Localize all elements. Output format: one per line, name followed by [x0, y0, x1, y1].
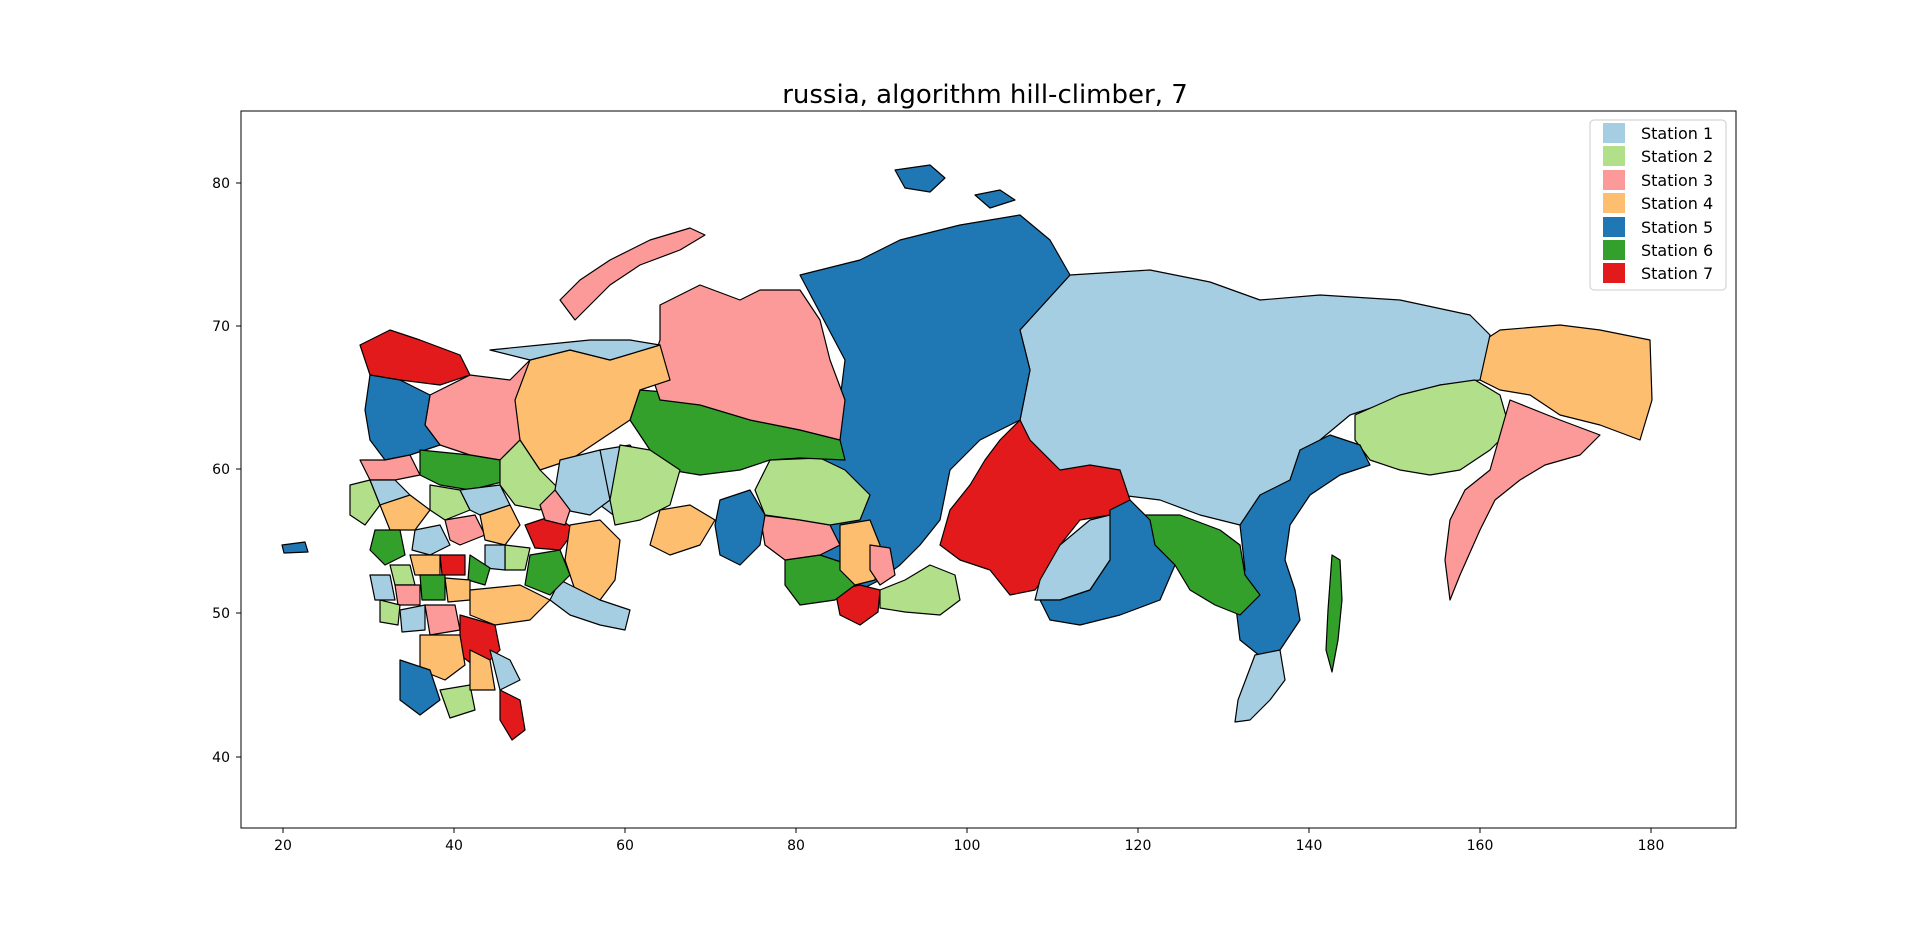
x-axis: 20 40 60 80 100 120 140 160 180 — [274, 828, 1664, 854]
region-penza — [467, 554, 491, 586]
region-udmurt — [539, 489, 571, 526]
region-kursk — [379, 599, 401, 626]
legend-swatch — [1603, 217, 1625, 237]
legend: Station 1 Station 2 Station 3 Station 4 … — [1589, 119, 1727, 291]
region-nizhny — [479, 504, 521, 546]
plot-area: 20 40 60 80 100 120 140 160 180 40 50 60… — [212, 110, 1737, 854]
region-tomsk — [754, 457, 871, 526]
legend-item: Station 2 — [1603, 146, 1713, 166]
legend-label: Station 4 — [1641, 194, 1713, 213]
x-tick-label: 80 — [787, 838, 805, 854]
region-samara — [524, 549, 571, 596]
region-altai-krai — [784, 554, 856, 606]
legend-swatch — [1603, 146, 1625, 166]
legend-item: Station 6 — [1603, 240, 1713, 260]
x-tick-label: 140 — [1296, 838, 1323, 854]
region-tyumen — [649, 504, 716, 556]
region-voronezh — [424, 604, 461, 636]
y-tick-label: 60 — [212, 462, 230, 478]
region-saratov — [469, 584, 551, 626]
region-nenets — [489, 339, 661, 361]
region-severnaya-zemlya — [974, 189, 1016, 209]
region-magadan — [1354, 379, 1511, 476]
legend-label: Station 3 — [1641, 171, 1713, 190]
region-altai — [834, 584, 881, 626]
y-tick-label: 50 — [212, 606, 230, 622]
region-sakhalin — [1325, 554, 1343, 673]
region-belgorod — [399, 604, 426, 633]
region-chelyabinsk — [609, 444, 681, 526]
region-orenburg — [549, 579, 631, 631]
region-astrakhan — [489, 649, 521, 691]
x-tick-label: 160 — [1467, 838, 1494, 854]
x-tick-label: 100 — [954, 838, 981, 854]
region-franz-islands — [894, 164, 946, 193]
region-lipetsk — [419, 574, 446, 601]
region-moscow — [411, 524, 451, 556]
region-novaya-zemlya — [559, 227, 706, 321]
x-tick-label: 60 — [616, 838, 634, 854]
region-bashkortostan — [564, 519, 621, 601]
x-tick-label: 180 — [1638, 838, 1665, 854]
region-kamchatka — [1444, 399, 1601, 601]
legend-swatch — [1603, 263, 1625, 283]
region-khakassia — [869, 544, 896, 586]
y-tick-label: 70 — [212, 319, 230, 335]
legend-label: Station 2 — [1641, 147, 1713, 166]
y-axis: 40 50 60 70 80 — [212, 176, 241, 766]
region-primorye — [1234, 649, 1286, 723]
x-tick-label: 120 — [1125, 838, 1152, 854]
region-kalmykia — [469, 649, 496, 691]
region-zabaykalsky — [1039, 499, 1176, 626]
legend-item: Station 7 — [1603, 263, 1713, 283]
region-rostov — [419, 634, 466, 681]
legend-label: Station 1 — [1641, 124, 1713, 143]
regions — [281, 164, 1653, 741]
y-tick-label: 80 — [212, 176, 230, 192]
region-dagestan — [499, 689, 526, 741]
region-khabarovsk — [1234, 434, 1371, 661]
x-tick-label: 40 — [445, 838, 463, 854]
region-yaroslavl — [429, 484, 471, 521]
legend-label: Station 7 — [1641, 264, 1713, 283]
legend-item: Station 1 — [1603, 123, 1713, 143]
region-omsk — [714, 489, 766, 566]
region-ulyanovsk — [504, 544, 531, 571]
x-tick-label: 20 — [274, 838, 292, 854]
y-tick-label: 40 — [212, 750, 230, 766]
legend-swatch — [1603, 240, 1625, 260]
region-stavropol — [439, 684, 476, 719]
region-kaluga — [389, 564, 416, 586]
region-krasnodar — [399, 659, 441, 716]
region-ryazan — [439, 554, 466, 576]
region-vologda — [419, 449, 511, 491]
legend-item: Station 4 — [1603, 193, 1713, 213]
region-pskov — [349, 479, 381, 526]
map-title: russia, algorithm hill-climber, 7 — [782, 80, 1188, 110]
region-bryansk — [369, 574, 396, 601]
legend-swatch — [1603, 193, 1625, 213]
region-tambov — [444, 577, 471, 603]
legend-swatch — [1603, 170, 1625, 190]
region-kaliningrad — [281, 541, 309, 554]
legend-item: Station 5 — [1603, 217, 1713, 237]
region-chukotka — [1459, 324, 1653, 441]
region-tuva — [879, 564, 961, 616]
region-vladimir — [444, 514, 486, 546]
legend-swatch — [1603, 123, 1625, 143]
legend-item: Station 3 — [1603, 170, 1713, 190]
legend-label: Station 5 — [1641, 218, 1713, 237]
region-mordovia — [484, 544, 506, 571]
region-tula — [409, 554, 441, 576]
region-tver — [379, 494, 431, 531]
region-smolensk — [369, 529, 406, 566]
region-orel — [394, 584, 421, 606]
legend-label: Station 6 — [1641, 241, 1713, 260]
